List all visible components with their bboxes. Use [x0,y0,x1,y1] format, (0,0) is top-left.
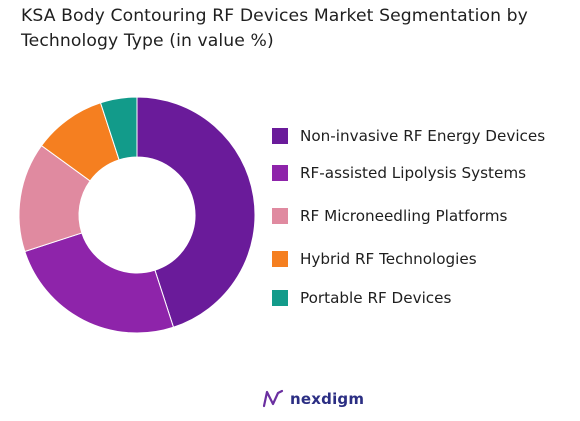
donut-slice-5 [99,96,138,161]
legend-label: Non-invasive RF Energy Devices [300,127,546,145]
legend-item-rf-assisted-lipolysis: RF-assisted Lipolysis Systems [272,161,526,185]
donut-slice-2 [24,232,175,334]
legend-item-portable-rf: Portable RF Devices [272,286,451,310]
legend-item-non-invasive-rf: Non-invasive RF Energy Devices [272,124,545,148]
chart-title: KSA Body Contouring RF Devices Market Se… [21,6,528,51]
legend-label: Hybrid RF Technologies [300,250,477,268]
legend-swatch [272,128,288,144]
legend-label: RF Microneedling Platforms [300,207,508,225]
legend-label: RF-assisted Lipolysis Systems [300,164,527,182]
legend-item-hybrid-rf: Hybrid RF Technologies [272,247,477,271]
brand-name: nexdigm [290,390,365,408]
nexdigm-logo-icon [262,389,284,408]
legend-item-rf-microneedling: RF Microneedling Platforms [272,204,507,228]
brand-logo: nexdigm [262,389,364,409]
donut-slice-1 [136,96,256,328]
legend-swatch [272,251,288,267]
legend-swatch [272,208,288,224]
legend-swatch [272,290,288,306]
legend-swatch [272,165,288,181]
legend-label: Portable RF Devices [300,289,452,307]
